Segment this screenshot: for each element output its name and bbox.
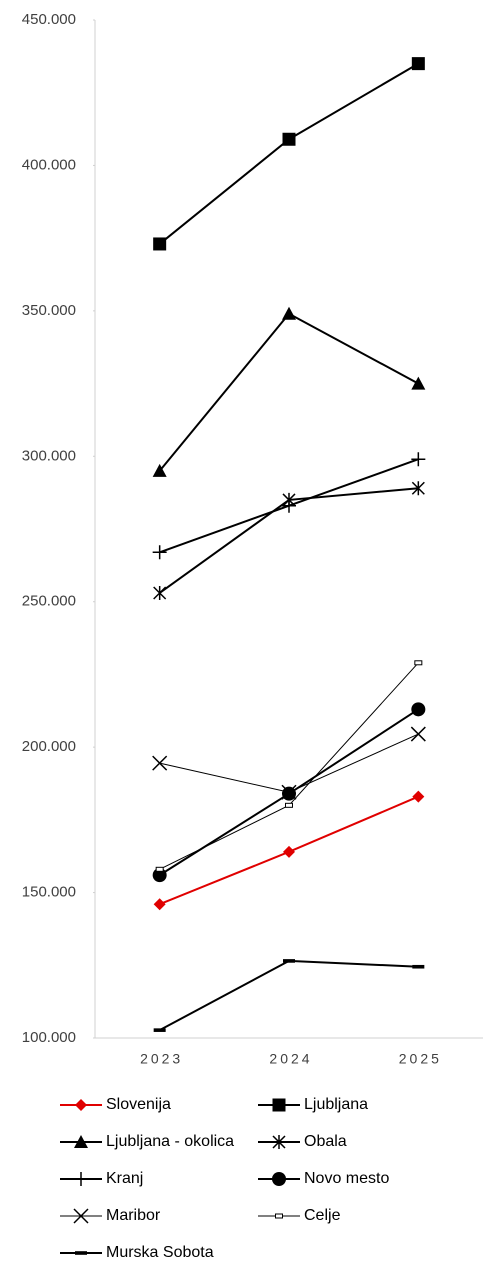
marker (153, 1028, 166, 1032)
marker-shape (412, 790, 425, 803)
marker-shape (411, 376, 426, 390)
marker-shape (75, 1251, 87, 1255)
marker (282, 786, 296, 801)
marker (74, 1172, 88, 1186)
series-line (159, 733, 419, 793)
marker (414, 660, 423, 666)
marker-shape (153, 585, 167, 600)
marker (283, 959, 295, 963)
marker-shape (153, 898, 166, 911)
marker-shape (283, 845, 295, 858)
marker (75, 1099, 87, 1111)
marker-shape (410, 726, 426, 742)
marker-shape (282, 306, 296, 320)
marker-shape (411, 481, 425, 496)
series-line (159, 62, 419, 245)
marker (153, 585, 167, 600)
marker-shape (411, 452, 426, 467)
marker-shape (152, 755, 168, 771)
marker (283, 845, 295, 858)
legend-label: Ljubljana - okolica (106, 1133, 234, 1150)
series-line (158, 312, 419, 472)
y-tick-label: 150.000 (22, 884, 76, 901)
marker (272, 1172, 286, 1186)
x-tick-label: 2024 (269, 1051, 312, 1067)
marker (410, 726, 426, 742)
legend-label: Novo mesto (304, 1170, 389, 1187)
marker (75, 1251, 87, 1255)
y-tick-label: 400.000 (22, 156, 76, 173)
marker (74, 1135, 88, 1148)
y-tick-label: 100.000 (22, 1029, 76, 1046)
marker-shape (152, 463, 167, 477)
legend-label: Maribor (106, 1207, 161, 1224)
marker (153, 237, 167, 251)
marker (411, 452, 426, 467)
marker-shape (282, 498, 296, 513)
y-tick-label: 250.000 (22, 593, 76, 610)
legend-label: Kranj (106, 1170, 143, 1187)
marker-shape (283, 959, 295, 963)
marker-shape (272, 1172, 286, 1186)
marker (272, 1098, 286, 1112)
marker (275, 1213, 283, 1219)
marker-shape (74, 1135, 88, 1148)
marker-shape (153, 237, 167, 251)
marker (73, 1208, 89, 1224)
marker-shape (414, 660, 423, 666)
marker (412, 964, 425, 969)
marker-shape (152, 545, 167, 560)
legend-label: Celje (304, 1207, 341, 1224)
marker (411, 702, 426, 717)
marker-shape (281, 784, 297, 800)
marker-shape (272, 1135, 286, 1149)
marker (412, 790, 425, 803)
y-tick-label: 350.000 (22, 302, 76, 319)
marker (153, 898, 166, 911)
marker (282, 498, 296, 513)
marker-shape (74, 1172, 88, 1186)
marker (152, 545, 167, 560)
marker-shape (272, 1098, 286, 1112)
series-line (159, 662, 419, 870)
marker-shape (282, 786, 296, 801)
marker (281, 784, 297, 800)
marker (411, 481, 425, 496)
series-line (159, 959, 419, 1032)
marker-shape (275, 1213, 283, 1219)
marker (152, 755, 168, 771)
marker-shape (282, 132, 296, 146)
legend-label: Murska Sobota (106, 1244, 214, 1261)
marker (272, 1135, 286, 1149)
marker-shape (73, 1208, 89, 1224)
marker (282, 132, 296, 146)
marker (155, 866, 164, 872)
legend-label: Ljubljana (304, 1096, 368, 1113)
marker-shape (285, 802, 293, 808)
marker-shape (412, 964, 425, 969)
y-tick-label: 450.000 (22, 11, 76, 28)
legend-label: Slovenija (106, 1096, 171, 1113)
marker (152, 463, 167, 477)
legend-label: Obala (304, 1133, 347, 1150)
marker-shape (153, 1028, 166, 1032)
marker-shape (411, 702, 426, 717)
x-tick-label: 2025 (399, 1051, 442, 1067)
y-tick-label: 300.000 (22, 447, 76, 464)
marker (282, 306, 296, 320)
marker (411, 57, 425, 71)
marker-shape (411, 57, 425, 71)
x-tick-label: 2023 (140, 1051, 183, 1067)
y-tick-label: 200.000 (22, 738, 76, 755)
marker-shape (155, 866, 164, 872)
marker (411, 376, 426, 390)
marker-shape (75, 1099, 87, 1111)
marker (285, 802, 293, 808)
